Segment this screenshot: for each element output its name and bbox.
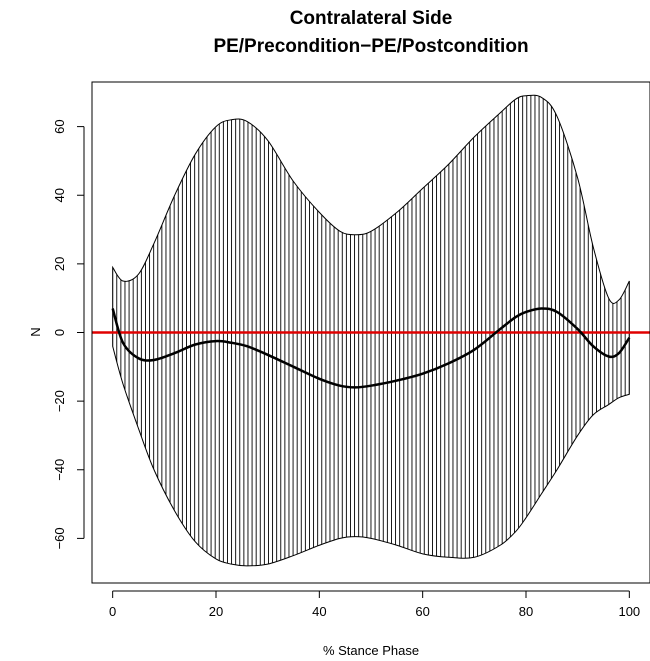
x-axis-label: % Stance Phase [323,643,419,658]
x-tick-label: 0 [109,604,116,619]
y-tick-label: −20 [52,390,67,412]
mean-difference-line [111,307,631,389]
x-tick-label: 20 [209,604,223,619]
y-tick-label: −40 [52,459,67,481]
y-tick-label: 0 [52,329,67,336]
chart-subtitle: PE/Precondition−PE/Postcondition [213,36,529,57]
x-tick-label: 40 [312,604,326,619]
plot-frame [91,81,650,584]
confidence-band-outline [112,94,630,567]
y-tick-label: 40 [52,188,67,202]
y-tick-label: −60 [52,527,67,549]
x-tick-label: 60 [415,604,429,619]
x-axis: 0 20 40 60 80 100 [109,590,640,619]
x-tick-label: 80 [519,604,533,619]
y-tick-label: 60 [52,119,67,133]
y-tick-label: 20 [52,257,67,271]
x-tick-label: 100 [618,604,640,619]
chart-title: Contralateral Side [289,8,453,29]
y-axis-label: N [28,327,43,336]
y-axis: −60 −40 −20 0 20 40 60 [52,119,85,549]
